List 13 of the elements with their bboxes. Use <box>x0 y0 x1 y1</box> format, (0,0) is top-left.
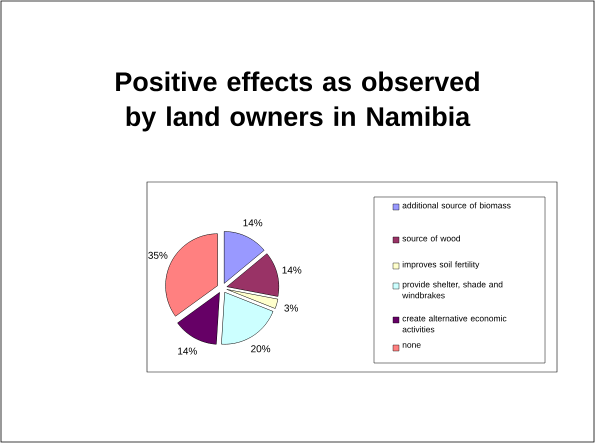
legend-label: none <box>402 343 421 348</box>
legend-label: additional source of biomass <box>402 202 511 208</box>
legend-label: provide shelter, shade and windbrakes <box>402 281 502 298</box>
data-label: 20% <box>251 345 270 352</box>
data-label: 14% <box>243 219 262 226</box>
data-label: 3% <box>284 304 298 312</box>
chart-title: Positive effects as observed by land owners in Namibia <box>116 72 479 132</box>
legend-label: improves soil fertility <box>402 261 480 270</box>
data-label: 35% <box>148 252 168 259</box>
data-label: 14% <box>178 348 197 355</box>
legend-label: create alternative economic activities <box>402 315 506 332</box>
legend-label: source of wood <box>402 235 460 242</box>
data-label: 14% <box>282 266 302 274</box>
